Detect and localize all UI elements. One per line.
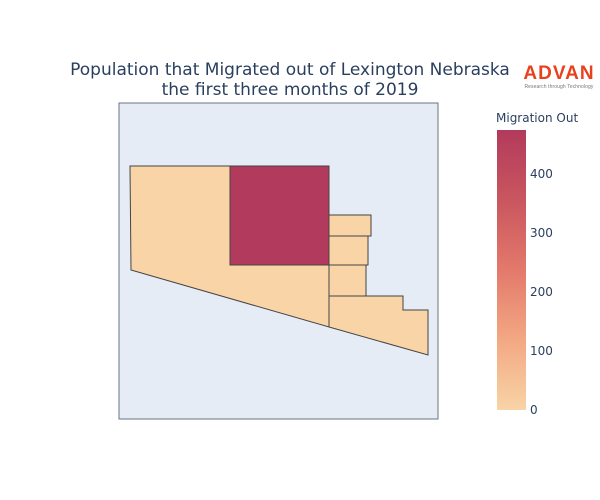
colorbar-tick-label: 0 [530,403,538,417]
colorbar-tick-label: 200 [530,285,553,300]
colorbar-tick-label: 400 [530,167,553,182]
region-east-middle-block[interactable] [328,235,369,266]
colorbar [497,130,526,410]
logo-wordmark: ADVAN [523,63,595,84]
region-southeast-block[interactable] [328,295,429,356]
regions-layer [129,165,429,356]
region-north-center-block[interactable] [229,165,330,266]
region-south-strip[interactable] [328,264,367,297]
colorbar-gradient [497,130,526,410]
title-line-2: the first three months of 2019 [161,80,419,100]
advan-logo: ADVAN Research through Technology [523,63,595,91]
chart-title: Population that Migrated out of Lexingto… [40,60,540,100]
colorbar-title: Migration Out [496,111,579,125]
logo-tagline: Research through Technology [524,84,594,90]
title-line-1: Population that Migrated out of Lexingto… [70,60,510,80]
colorbar-tick-label: 100 [530,344,553,359]
colorbar-tick-label: 300 [530,226,553,241]
